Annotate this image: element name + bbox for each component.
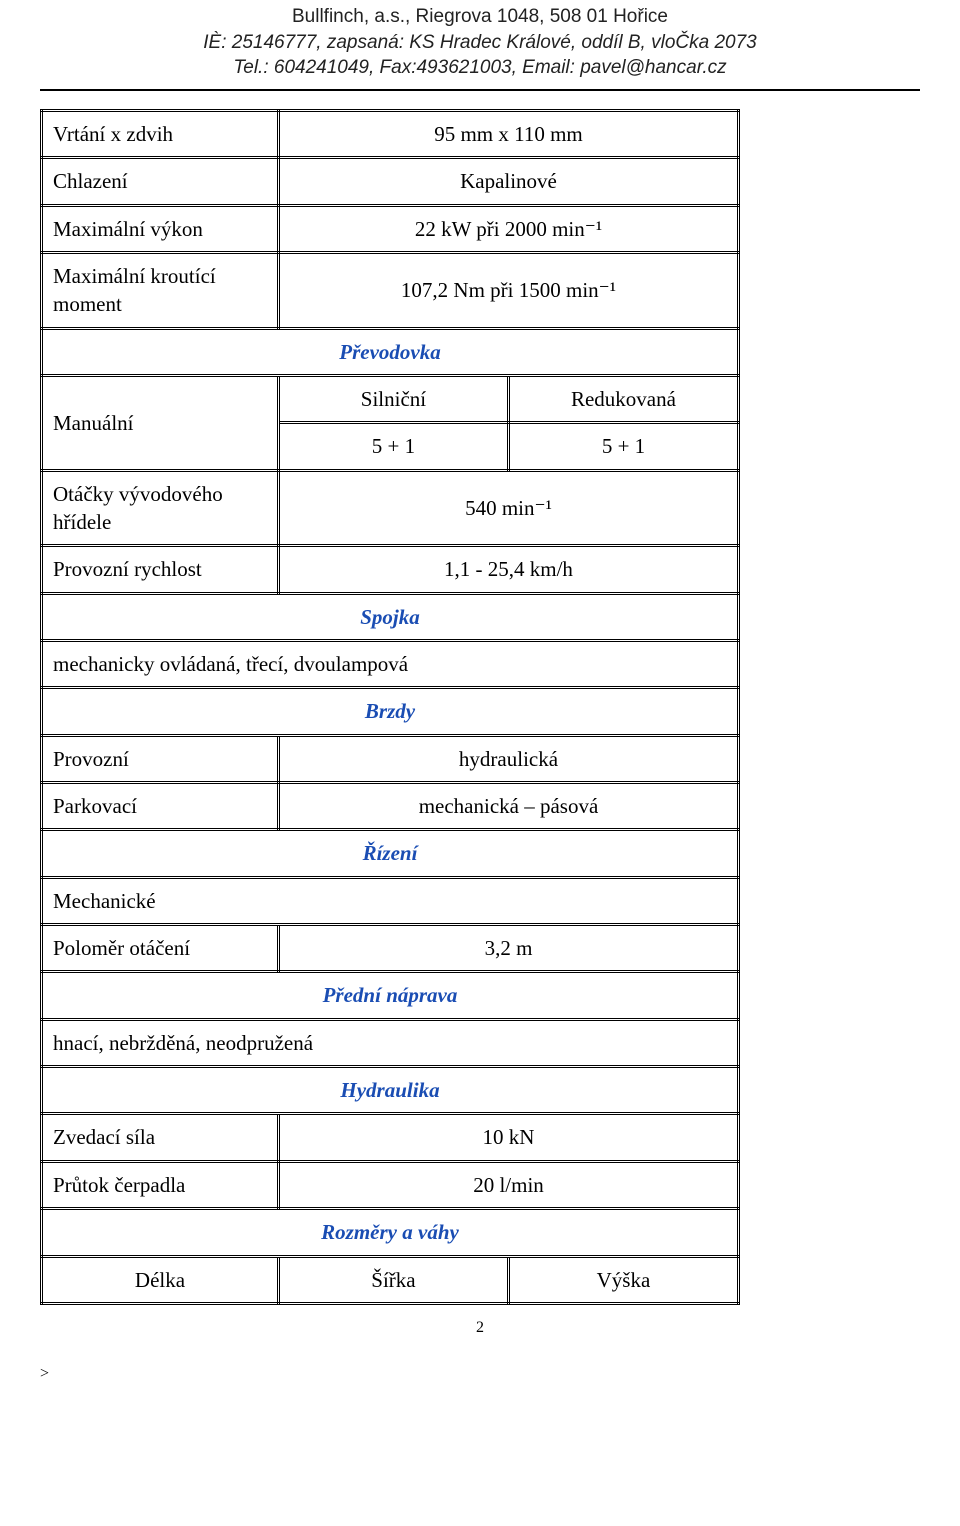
maxvykon-label: Maximální výkon <box>42 205 279 252</box>
zvedaci-value: 10 kN <box>278 1114 738 1161</box>
rychlost-value: 1,1 - 25,4 km/h <box>278 546 738 593</box>
parkovaci-value: mechanická – pásová <box>278 783 738 830</box>
section-row: Rozměry a váhy <box>42 1209 739 1256</box>
table-row: Poloměr otáčení 3,2 m <box>42 925 739 972</box>
section-row: Spojka <box>42 593 739 640</box>
chlazeni-label: Chlazení <box>42 158 279 205</box>
section-row: Hydraulika <box>42 1067 739 1114</box>
corner-mark: > <box>40 1365 49 1383</box>
table-row: Provozní rychlost 1,1 - 25,4 km/h <box>42 546 739 593</box>
table-row: Délka Šířka Výška <box>42 1256 739 1303</box>
header-divider <box>40 89 920 91</box>
header-line3: Tel.: 604241049, Fax:493621003, Email: p… <box>40 55 920 81</box>
prutok-value: 20 l/min <box>278 1161 738 1208</box>
silnicni-label: Silniční <box>278 375 508 422</box>
otacky-label: Otáčky vývodového hřídele <box>42 470 279 546</box>
parkovaci-label: Parkovací <box>42 783 279 830</box>
table-row: hnací, nebržděná, neodpružená <box>42 1019 739 1066</box>
silnicni-value: 5 + 1 <box>278 423 508 470</box>
section-rozmery: Rozměry a váhy <box>321 1220 459 1244</box>
table-row: Maximální výkon 22 kW při 2000 min⁻¹ <box>42 205 739 252</box>
section-row: Přední náprava <box>42 972 739 1019</box>
table-row: Manuální Silniční Redukovaná <box>42 375 739 422</box>
vyska-label: Výška <box>508 1256 738 1303</box>
header-line1: Bullfinch, a.s., Riegrova 1048, 508 01 H… <box>40 4 920 30</box>
table-row: Mechanické <box>42 877 739 924</box>
polomer-label: Poloměr otáčení <box>42 925 279 972</box>
chlazeni-value: Kapalinové <box>278 158 738 205</box>
table-row: Zvedací síla 10 kN <box>42 1114 739 1161</box>
maxmoment-label: Maximální kroutící moment <box>42 252 279 328</box>
delka-label: Délka <box>42 1256 279 1303</box>
naprava-text: hnací, nebržděná, neodpružená <box>42 1019 739 1066</box>
redukovana-value: 5 + 1 <box>508 423 738 470</box>
maxvykon-value: 22 kW při 2000 min⁻¹ <box>278 205 738 252</box>
zvedaci-label: Zvedací síla <box>42 1114 279 1161</box>
page-number: 2 <box>40 1319 920 1337</box>
section-prevodovka: Převodovka <box>339 340 440 364</box>
table-row: Vrtání x zdvih 95 mm x 110 mm <box>42 110 739 157</box>
table-row: Maximální kroutící moment 107,2 Nm při 1… <box>42 252 739 328</box>
prutok-label: Průtok čerpadla <box>42 1161 279 1208</box>
spojka-text: mechanicky ovládaná, třecí, dvoulampová <box>42 641 739 688</box>
maxmoment-value: 107,2 Nm při 1500 min⁻¹ <box>278 252 738 328</box>
vrtani-value: 95 mm x 110 mm <box>278 110 738 157</box>
section-row: Převodovka <box>42 328 739 375</box>
table-row: Chlazení Kapalinové <box>42 158 739 205</box>
sirka-label: Šířka <box>278 1256 508 1303</box>
manual-label: Manuální <box>42 375 279 470</box>
polomer-value: 3,2 m <box>278 925 738 972</box>
header-line2: IÈ: 25146777, zapsaná: KS Hradec Králové… <box>40 30 920 56</box>
section-row: Brzdy <box>42 688 739 735</box>
table-row: Průtok čerpadla 20 l/min <box>42 1161 739 1208</box>
table-row: Provozní hydraulická <box>42 735 739 782</box>
provozni-label: Provozní <box>42 735 279 782</box>
redukovana-label: Redukovaná <box>508 375 738 422</box>
section-row: Řízení <box>42 830 739 877</box>
section-naprava: Přední náprava <box>323 983 458 1007</box>
rychlost-label: Provozní rychlost <box>42 546 279 593</box>
otacky-value: 540 min⁻¹ <box>278 470 738 546</box>
spec-table: Vrtání x zdvih 95 mm x 110 mm Chlazení K… <box>40 109 740 1305</box>
vrtani-label: Vrtání x zdvih <box>42 110 279 157</box>
table-row: mechanicky ovládaná, třecí, dvoulampová <box>42 641 739 688</box>
table-row: Parkovací mechanická – pásová <box>42 783 739 830</box>
mechanicke-text: Mechanické <box>42 877 739 924</box>
provozni-value: hydraulická <box>278 735 738 782</box>
section-rizeni: Řízení <box>363 841 418 865</box>
section-hydraulika: Hydraulika <box>340 1078 439 1102</box>
section-spojka: Spojka <box>360 605 420 629</box>
section-brzdy: Brzdy <box>365 699 415 723</box>
table-row: Otáčky vývodového hřídele 540 min⁻¹ <box>42 470 739 546</box>
